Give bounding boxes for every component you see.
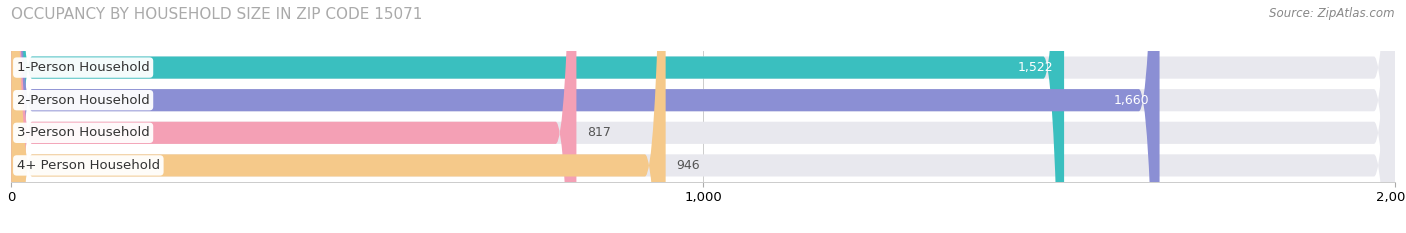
- Text: 1-Person Household: 1-Person Household: [17, 61, 149, 74]
- FancyBboxPatch shape: [11, 0, 1395, 233]
- FancyBboxPatch shape: [11, 0, 665, 233]
- FancyBboxPatch shape: [11, 0, 576, 233]
- Text: Source: ZipAtlas.com: Source: ZipAtlas.com: [1270, 7, 1395, 20]
- Text: 4+ Person Household: 4+ Person Household: [17, 159, 160, 172]
- Text: 817: 817: [586, 126, 610, 139]
- Text: 3-Person Household: 3-Person Household: [17, 126, 149, 139]
- FancyBboxPatch shape: [11, 0, 1064, 233]
- Text: OCCUPANCY BY HOUSEHOLD SIZE IN ZIP CODE 15071: OCCUPANCY BY HOUSEHOLD SIZE IN ZIP CODE …: [11, 7, 423, 22]
- FancyBboxPatch shape: [11, 0, 1395, 233]
- Text: 1,660: 1,660: [1114, 94, 1149, 107]
- FancyBboxPatch shape: [11, 0, 1395, 233]
- Text: 1,522: 1,522: [1018, 61, 1053, 74]
- Text: 946: 946: [676, 159, 700, 172]
- Text: 2-Person Household: 2-Person Household: [17, 94, 149, 107]
- FancyBboxPatch shape: [11, 0, 1160, 233]
- FancyBboxPatch shape: [11, 0, 1395, 233]
